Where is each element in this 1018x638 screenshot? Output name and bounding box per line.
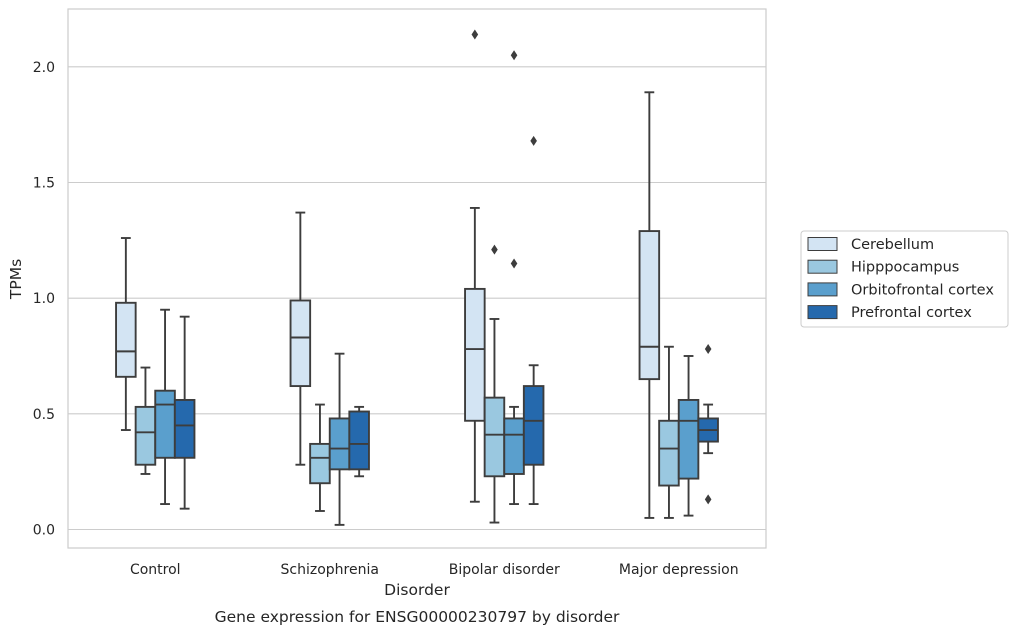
chart-legend: Cerebellum Hipppocampus Orbitofrontal cort… (800, 230, 1009, 328)
box-body (638, 230, 661, 381)
box-3-1 (348, 405, 370, 478)
box-0-1 (289, 211, 312, 466)
outlier-point (491, 244, 498, 255)
outlier-point (704, 494, 712, 505)
series-2 (154, 50, 700, 526)
box-body (677, 398, 700, 480)
legend-frame (800, 230, 1009, 328)
x-tick-label: Major depression (619, 562, 739, 578)
legend-entries: Cerebellum Hipppocampus Orbitofrontal cort… (807, 237, 994, 321)
legend-label: Orbitofrontal cortex (851, 282, 994, 298)
y-tick-label: 1.5 (33, 175, 55, 191)
y-tick-label: 0.5 (33, 407, 55, 423)
box-0-0 (115, 237, 137, 431)
box-1-1 (309, 403, 331, 512)
x-axis-title: Disorder (384, 581, 450, 599)
box-0-3 (638, 91, 661, 519)
legend-swatch (807, 237, 838, 251)
series-0 (115, 29, 661, 519)
outlier-point (704, 344, 712, 355)
box-body (309, 442, 331, 485)
box-body (348, 410, 370, 471)
outlier-point (471, 29, 479, 40)
box-body (328, 417, 351, 471)
box-3-3 (697, 344, 719, 505)
box-body (464, 287, 486, 422)
box-body (483, 396, 506, 478)
y-tick-label: 0.0 (33, 522, 55, 538)
legend-swatch (807, 259, 838, 274)
y-axis-title: TPMs (7, 259, 25, 300)
outlier-point (510, 258, 518, 269)
figure-caption: Gene expression for ENSG00000230797 by d… (215, 608, 620, 626)
box-body (503, 417, 525, 475)
outlier-point (510, 50, 518, 61)
box-body (134, 405, 157, 466)
outlier-point (530, 135, 537, 146)
box-body (658, 419, 680, 487)
box-body (173, 398, 196, 459)
box-3-2 (522, 135, 545, 505)
x-tick-label: Control (130, 562, 181, 578)
y-tick-label: 1.0 (33, 291, 55, 307)
legend-label: Cerebellum (851, 237, 934, 253)
legend-label: Hipppocampus (851, 260, 959, 276)
box-body (522, 385, 545, 466)
box-body (289, 299, 312, 388)
box-0-2 (464, 29, 486, 503)
y-tick-label: 2.0 (33, 60, 55, 76)
legend-swatch (807, 305, 838, 320)
plot-frame (67, 8, 767, 549)
series-1 (134, 244, 680, 524)
box-body (115, 301, 137, 378)
box-3-0 (173, 315, 196, 510)
y-tick-labels: 0.0 0.5 1.0 1.5 2.0 (33, 60, 55, 539)
box-body (154, 389, 176, 459)
legend-swatch (807, 282, 838, 297)
x-tick-label: Schizophrenia (281, 562, 379, 578)
box-2-0 (154, 308, 176, 505)
box-1-0 (134, 366, 157, 475)
series-3 (173, 135, 719, 510)
x-tick-label: Bipolar disorder (449, 562, 560, 578)
x-tick-labels: Control Schizophrenia Bipolar disorder Majo… (130, 562, 739, 578)
legend-label: Prefrontal cortex (851, 305, 972, 321)
box-plot-series (115, 29, 719, 526)
